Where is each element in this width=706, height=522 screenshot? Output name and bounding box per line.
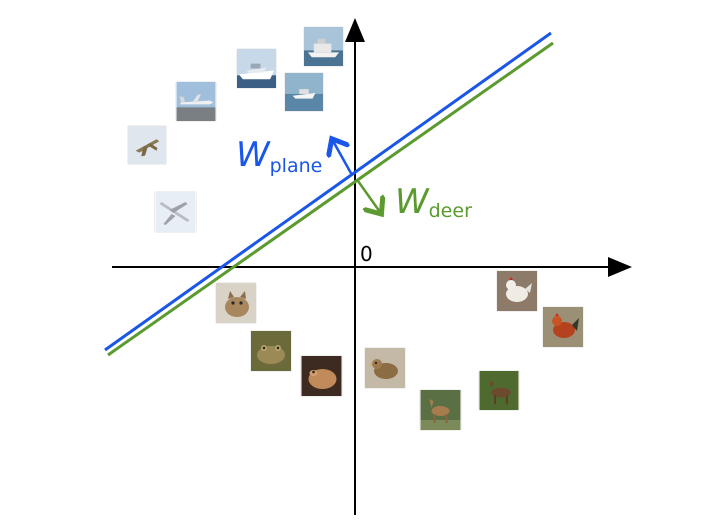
w-deer-main: W xyxy=(395,182,430,222)
airplane-icon xyxy=(128,126,166,164)
cat-image xyxy=(216,283,256,323)
w-plane-label: Wplane xyxy=(236,135,322,177)
airplane-image xyxy=(128,126,166,164)
frog-image xyxy=(251,331,291,371)
cat-icon xyxy=(216,283,256,323)
rooster-image xyxy=(497,271,537,311)
deer-image xyxy=(420,390,461,430)
w-deer-sub: deer xyxy=(429,200,472,222)
airplane-image xyxy=(155,192,196,232)
w-deer-label: Wdeer xyxy=(395,182,472,222)
bird-icon xyxy=(365,348,405,388)
bird-image xyxy=(365,348,405,388)
rooster-icon xyxy=(497,271,537,311)
rooster-image xyxy=(543,307,583,347)
deer-image xyxy=(479,371,519,410)
ship-image xyxy=(237,49,276,88)
ship-icon xyxy=(304,27,343,66)
origin-label: 0 xyxy=(360,242,373,266)
airplane-image xyxy=(176,82,216,121)
frog-image xyxy=(301,356,342,396)
w-plane-sub: plane xyxy=(270,155,323,177)
plane-decision-line xyxy=(104,31,552,352)
airplane-icon xyxy=(176,82,216,121)
w-plane-main: W xyxy=(236,135,271,175)
deer-decision-line xyxy=(107,41,554,357)
frog-icon xyxy=(251,331,291,371)
airplane-icon xyxy=(155,192,196,232)
w-deer-arrow xyxy=(356,180,380,212)
ship-image xyxy=(304,27,343,66)
rooster-icon xyxy=(543,307,583,347)
ship-icon xyxy=(285,73,323,111)
deer-icon xyxy=(479,371,519,410)
ship-icon xyxy=(237,49,276,88)
w-plane-arrow xyxy=(333,141,354,176)
ship-image xyxy=(285,73,323,111)
deer-icon xyxy=(420,390,461,430)
frog-icon xyxy=(301,356,342,396)
